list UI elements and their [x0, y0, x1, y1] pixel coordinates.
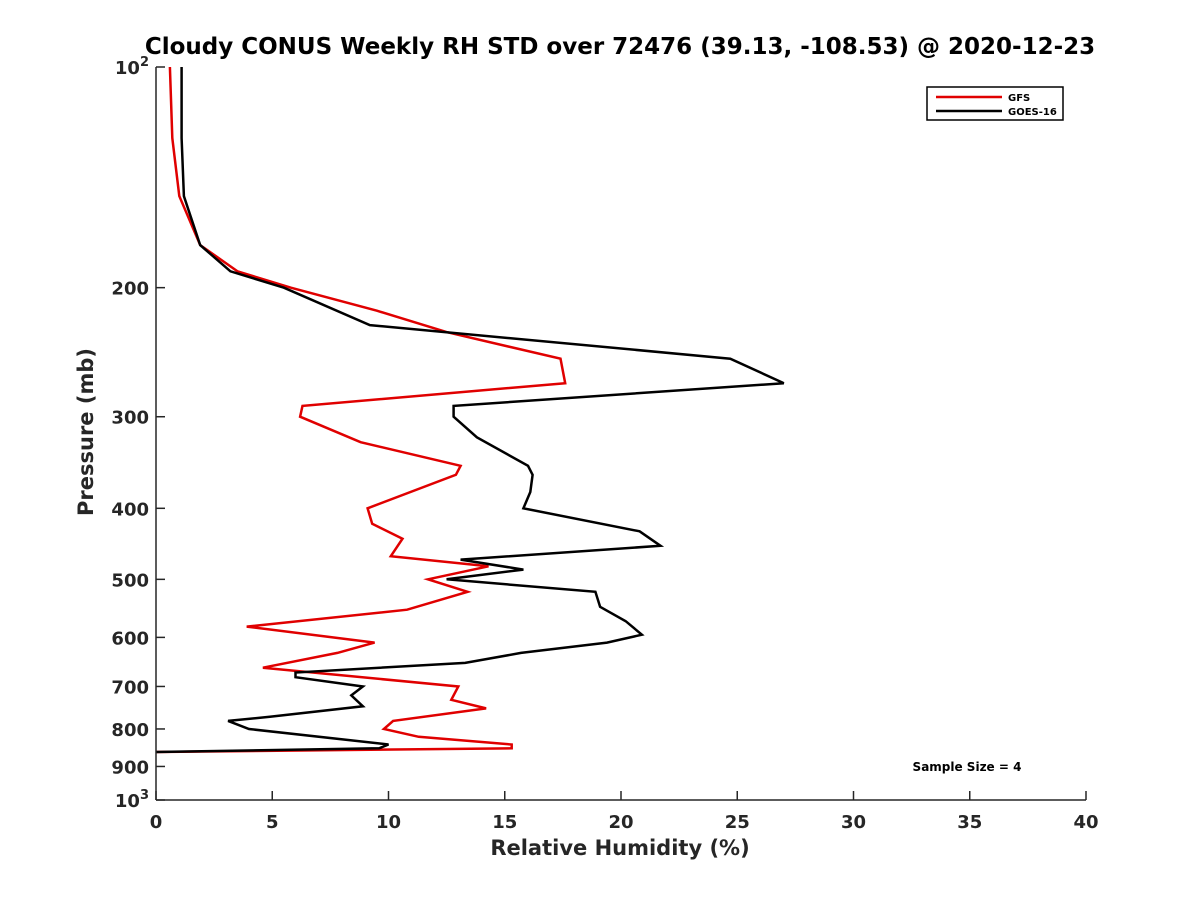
- y-tick-label: 900: [111, 757, 149, 778]
- series-line-goes16: [155, 67, 785, 754]
- series-layer: [155, 66, 785, 754]
- x-tick-label: 25: [725, 812, 750, 833]
- legend-label: GFS: [1008, 93, 1030, 104]
- x-axis-label: Relative Humidity (%): [490, 836, 749, 860]
- x-tick-label: 5: [266, 812, 279, 833]
- series-line-gfs: [155, 66, 567, 754]
- y-axis-label: Pressure (mb): [74, 348, 98, 516]
- x-axis-ticks: 0 5 10 15 20 25 30 35 40: [150, 791, 1099, 833]
- y-tick-label: 500: [111, 570, 149, 591]
- x-tick-label: 40: [1073, 812, 1098, 833]
- y-tick-label: 103: [115, 788, 149, 812]
- y-axis-ticks: 102 200 300 400 500 600 700 800 900 103: [111, 55, 165, 812]
- x-tick-label: 35: [957, 812, 982, 833]
- x-tick-label: 0: [150, 812, 163, 833]
- y-tick-label: 102: [115, 55, 149, 79]
- legend-label: GOES-16: [1008, 107, 1057, 118]
- chart-title: Cloudy CONUS Weekly RH STD over 72476 (3…: [145, 34, 1095, 60]
- y-tick-label: 200: [111, 279, 149, 300]
- y-tick-label: 700: [111, 677, 149, 698]
- legend: GFS GOES-16: [926, 86, 1064, 121]
- y-tick-label: 300: [111, 408, 149, 429]
- x-tick-label: 20: [608, 812, 633, 833]
- x-tick-label: 15: [492, 812, 517, 833]
- x-tick-label: 30: [841, 812, 866, 833]
- sample-size-annotation: Sample Size = 4: [913, 760, 1022, 774]
- y-tick-label: 600: [111, 628, 149, 649]
- y-tick-label: 400: [111, 499, 149, 520]
- axes: [155, 67, 1086, 801]
- x-tick-label: 10: [376, 812, 401, 833]
- legend-box: [926, 86, 1064, 121]
- y-tick-label: 800: [111, 720, 149, 741]
